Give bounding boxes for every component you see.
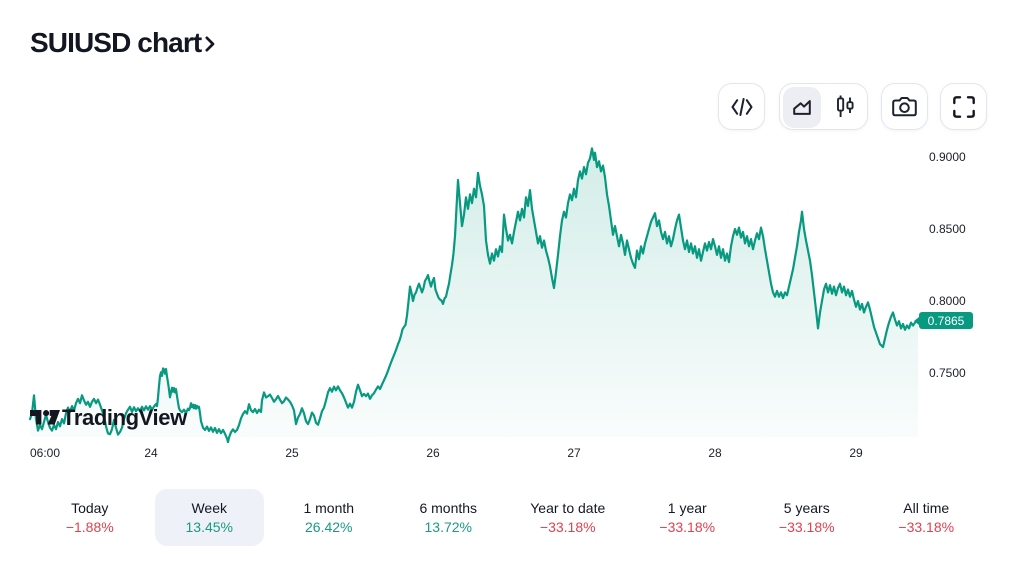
svg-text:25: 25 <box>285 446 299 460</box>
svg-text:28: 28 <box>708 446 722 460</box>
svg-text:0.9000: 0.9000 <box>929 150 966 164</box>
svg-text:26: 26 <box>426 446 440 460</box>
svg-text:29: 29 <box>849 446 863 460</box>
svg-text:0.8000: 0.8000 <box>929 294 966 308</box>
svg-text:27: 27 <box>567 446 581 460</box>
svg-text:0.8500: 0.8500 <box>929 222 966 236</box>
svg-text:06:00: 06:00 <box>30 446 60 460</box>
svg-text:0.7500: 0.7500 <box>929 366 966 380</box>
svg-text:24: 24 <box>144 446 158 460</box>
